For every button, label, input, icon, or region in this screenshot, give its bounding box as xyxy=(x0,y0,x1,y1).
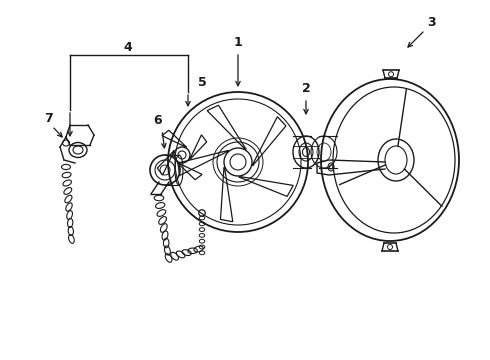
Text: 1: 1 xyxy=(234,36,243,49)
Text: 6: 6 xyxy=(154,113,162,126)
Text: 4: 4 xyxy=(123,41,132,54)
Text: 3: 3 xyxy=(428,15,436,28)
Text: 7: 7 xyxy=(44,112,52,125)
Text: 5: 5 xyxy=(197,76,206,89)
Text: 2: 2 xyxy=(302,81,310,94)
